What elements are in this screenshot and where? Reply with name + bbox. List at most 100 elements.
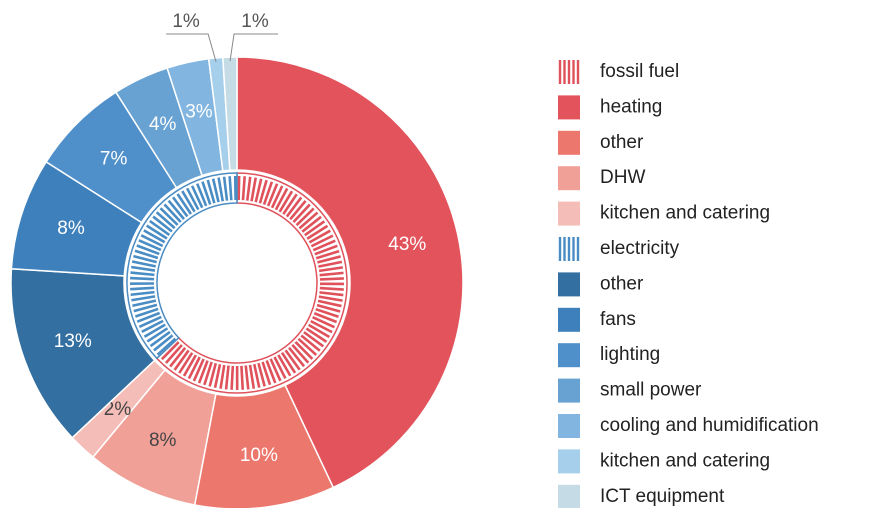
hatch	[317, 299, 342, 308]
hatch	[181, 190, 196, 213]
hatch	[261, 361, 272, 386]
hatch	[319, 277, 344, 281]
legend-label: heating	[600, 96, 662, 117]
hatch	[254, 178, 263, 203]
legend-label: DHW	[600, 167, 645, 188]
hatch	[138, 315, 162, 329]
hatch	[130, 286, 155, 291]
outer-slice	[222, 56, 238, 172]
hatch	[282, 193, 298, 215]
legend-label: small power	[600, 380, 702, 401]
legend-label: other	[600, 273, 644, 294]
hatch	[280, 352, 297, 374]
hatch	[138, 239, 162, 252]
hatch	[178, 352, 194, 374]
hatch	[252, 363, 261, 388]
hatch	[240, 365, 245, 390]
outer-slice	[236, 56, 464, 489]
hatch	[176, 193, 192, 215]
hatch	[185, 187, 200, 211]
hatch	[301, 215, 322, 233]
hatch	[134, 249, 159, 260]
data-label: 43%	[388, 234, 426, 255]
legend-swatch	[558, 201, 580, 226]
hatch	[217, 177, 225, 202]
hatch	[245, 176, 252, 201]
hatch	[156, 337, 177, 356]
hatch	[169, 347, 187, 368]
hatch	[222, 176, 229, 201]
hatch	[167, 199, 185, 220]
hatch	[291, 344, 310, 364]
legend-label: fossil fuel	[600, 61, 679, 82]
hatch	[230, 365, 235, 390]
hatch	[164, 344, 183, 364]
hatch	[153, 334, 174, 352]
hatch	[134, 307, 159, 318]
hatch	[244, 365, 250, 390]
legend-label: cooling and humidification	[600, 415, 819, 436]
hatch	[306, 224, 329, 240]
hatch	[319, 291, 344, 297]
hatch	[315, 307, 339, 319]
hatch	[173, 349, 190, 371]
hatch	[304, 220, 326, 237]
hatch	[132, 299, 157, 307]
hatch	[131, 265, 156, 272]
hatch	[136, 311, 161, 323]
hatch	[289, 200, 307, 221]
hatch	[258, 179, 268, 204]
legend-label: other	[600, 132, 644, 153]
hatch	[203, 361, 213, 386]
legend-label: ICT equipment	[600, 486, 725, 507]
hatch	[315, 249, 340, 260]
hatch	[312, 239, 336, 252]
hatch	[274, 187, 289, 211]
hatch	[163, 203, 182, 223]
hatch	[313, 312, 338, 324]
hatch	[318, 266, 344, 273]
hatch	[269, 358, 282, 382]
hatch	[319, 271, 344, 277]
data-label: 1%	[241, 11, 269, 32]
hatch	[211, 178, 220, 203]
hatch	[130, 276, 155, 281]
hatch	[303, 331, 325, 348]
legend-swatch	[558, 414, 580, 438]
legend-swatch	[558, 237, 580, 261]
legend-swatch	[558, 378, 580, 403]
hatch	[133, 303, 158, 313]
hatch	[224, 365, 230, 390]
data-label: 2%	[104, 399, 132, 420]
data-label: 8%	[149, 430, 177, 451]
hatch	[149, 219, 171, 236]
hatch	[140, 234, 164, 248]
legend-label: kitchen and catering	[600, 450, 770, 471]
leader-line	[166, 33, 217, 63]
hatch	[278, 190, 294, 213]
hatch	[152, 215, 173, 233]
legend-label: lighting	[600, 344, 660, 365]
leader-line	[229, 33, 279, 62]
hatch	[187, 356, 201, 380]
hatch	[317, 255, 341, 264]
hatch	[130, 271, 155, 277]
hatch	[149, 330, 171, 348]
hatch	[305, 327, 328, 343]
hatch	[197, 360, 209, 384]
hatch	[146, 327, 169, 343]
legend-label: fans	[600, 309, 636, 330]
hatch	[213, 363, 222, 388]
inner-arc	[126, 172, 238, 360]
legend-swatch	[558, 60, 580, 84]
hatch	[310, 319, 333, 334]
hatch	[292, 203, 311, 224]
hatch	[288, 346, 306, 368]
hatch	[201, 181, 212, 205]
hatch	[250, 177, 258, 202]
legend-swatch	[558, 343, 580, 368]
hatch	[159, 207, 179, 226]
hatch	[182, 354, 198, 377]
hatch	[145, 224, 168, 240]
